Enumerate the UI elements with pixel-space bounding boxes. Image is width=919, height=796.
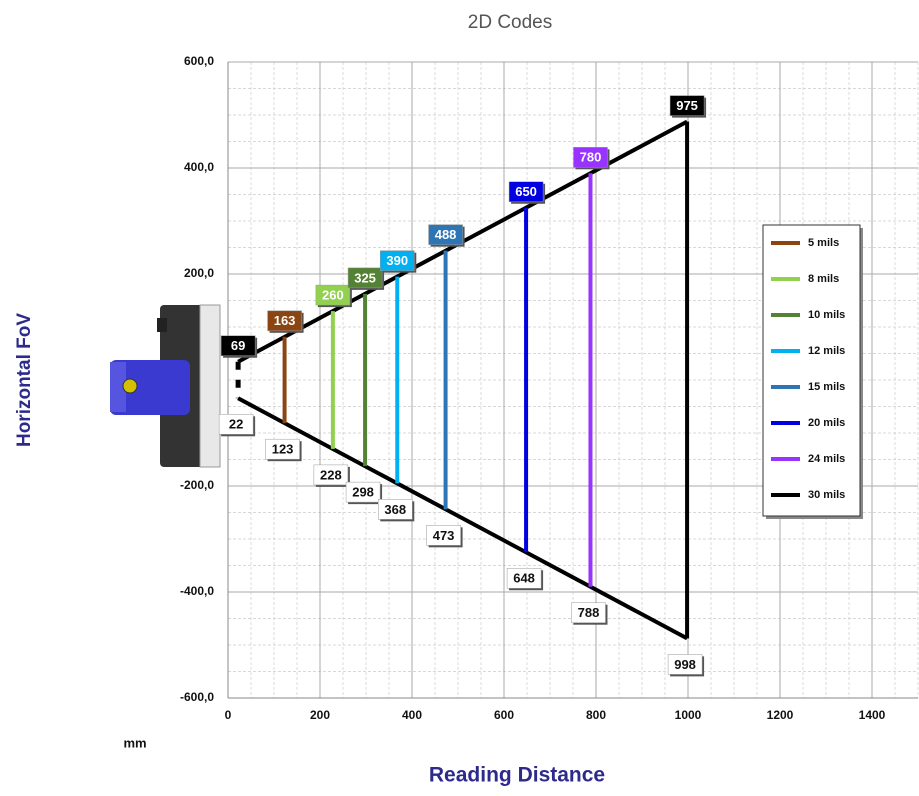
label-box	[220, 335, 256, 356]
legend-label: 20 mils	[808, 417, 845, 429]
x-tick-label: 1200	[767, 708, 794, 722]
data-label: 788	[571, 602, 608, 625]
x-tick-label: 1400	[859, 708, 886, 722]
label-text: 648	[513, 571, 535, 586]
label-box	[378, 499, 413, 520]
label-text: 650	[515, 184, 537, 199]
label-box	[347, 267, 383, 289]
label-box	[380, 250, 415, 271]
label-box	[508, 181, 544, 202]
label-box	[265, 438, 300, 460]
y-tick-label: -200,0	[180, 478, 214, 492]
label-text: 260	[322, 288, 344, 303]
data-label: 325	[347, 267, 385, 290]
label-text: 473	[433, 528, 455, 543]
y-axis-title: Horizontal FoV	[14, 313, 35, 447]
legend-label: 10 mils	[808, 309, 845, 321]
data-label: 298	[345, 481, 383, 505]
x-axis-title: Reading Distance	[429, 764, 605, 787]
data-label: 228	[313, 464, 350, 487]
chart-title: 2D Codes	[468, 12, 553, 33]
y-tick-label: -400,0	[180, 584, 214, 598]
data-label: 260	[315, 284, 352, 308]
data-label: 648	[506, 568, 544, 591]
y-tick-label: 600,0	[184, 54, 214, 68]
legend-label: 8 mils	[808, 273, 839, 285]
y-tick-label: 200,0	[184, 266, 214, 280]
x-tick-label: 1000	[675, 708, 702, 722]
label-box	[506, 568, 542, 589]
x-tick-label: 800	[586, 708, 606, 722]
label-box	[573, 147, 608, 168]
label-box	[267, 310, 302, 332]
data-label: 975	[669, 95, 707, 118]
data-label: 123	[265, 438, 302, 462]
x-tick-label: 600	[494, 708, 514, 722]
legend-box	[762, 224, 861, 517]
data-label: 650	[508, 181, 546, 204]
data-label: 780	[573, 147, 610, 170]
label-text: 69	[231, 338, 245, 353]
data-label: 473	[426, 525, 463, 548]
data-label: 163	[267, 310, 304, 333]
label-text: 22	[229, 417, 243, 432]
label-box	[426, 525, 461, 546]
label-box	[218, 414, 254, 435]
y-tick-label: -600,0	[180, 690, 214, 704]
data-label: 69	[220, 335, 258, 358]
legend: 5 mils 8 mils 10 mils 12 mils 15 mils 20 mils…	[762, 224, 863, 519]
x-tick-label: 0	[225, 708, 232, 722]
plot: 163 123 260 228 325 298 390 368 488 473 650 648 780 7…	[218, 95, 707, 677]
label-box	[669, 95, 705, 116]
device-icon	[110, 304, 221, 468]
x-tick-label: 200	[310, 708, 330, 722]
label-text: 780	[580, 150, 602, 165]
label-box	[315, 284, 351, 306]
label-text: 163	[274, 313, 296, 328]
label-text: 975	[676, 98, 698, 113]
label-text: 298	[352, 485, 374, 500]
legend-label: 5 mils	[808, 237, 839, 249]
y-tick-label: 400,0	[184, 160, 214, 174]
label-box	[313, 464, 349, 486]
data-label: 390	[380, 250, 417, 273]
data-label: 22	[218, 414, 256, 437]
label-text: 998	[674, 657, 696, 672]
label-text: 390	[386, 253, 408, 268]
legend-label: 12 mils	[808, 345, 845, 357]
label-text: 368	[384, 502, 406, 517]
label-box	[571, 602, 606, 623]
label-text: 123	[272, 442, 294, 457]
label-text: 325	[354, 270, 376, 285]
data-label: 488	[428, 224, 465, 247]
legend-label: 30 mils	[808, 489, 845, 501]
unit-label: mm	[123, 735, 146, 750]
label-box	[428, 224, 463, 245]
fov-edge-bottom	[237, 396, 689, 641]
label-text: 788	[578, 605, 600, 620]
data-label: 998	[667, 654, 705, 677]
label-text: 488	[435, 227, 457, 242]
data-label: 368	[378, 499, 415, 522]
label-box	[667, 654, 703, 675]
label-box	[345, 481, 381, 503]
legend-label: 24 mils	[808, 453, 845, 465]
x-tick-label: 400	[402, 708, 422, 722]
label-text: 228	[320, 467, 342, 482]
legend-label: 15 mils	[808, 381, 845, 393]
